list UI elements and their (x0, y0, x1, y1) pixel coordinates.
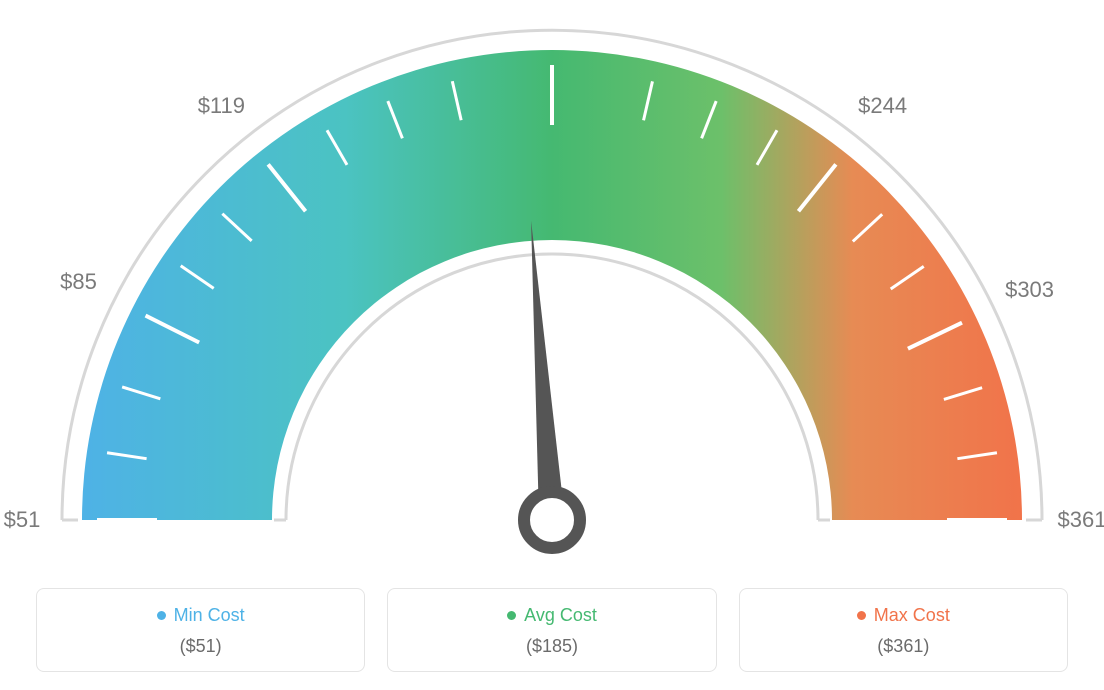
legend-card-min: Min Cost ($51) (36, 588, 365, 672)
legend-title-avg: Avg Cost (507, 605, 597, 626)
gauge-tick-label: $303 (1005, 277, 1054, 303)
gauge-tick-label: $185 (528, 0, 577, 3)
legend-title-max-text: Max Cost (874, 605, 950, 626)
legend-value-max: ($361) (750, 636, 1057, 657)
legend-title-min-text: Min Cost (174, 605, 245, 626)
gauge-tick-label: $361 (1058, 507, 1104, 533)
legend-card-max: Max Cost ($361) (739, 588, 1068, 672)
gauge-chart: $51 $85 $119 $185 $244 $303 $361 (0, 0, 1104, 560)
dot-max (857, 611, 866, 620)
gauge-tick-label: $244 (858, 93, 907, 119)
gauge-tick-label: $85 (60, 269, 97, 295)
legend-title-avg-text: Avg Cost (524, 605, 597, 626)
legend-value-min: ($51) (47, 636, 354, 657)
legend-title-max: Max Cost (857, 605, 950, 626)
dot-avg (507, 611, 516, 620)
gauge-tick-label: $51 (4, 507, 41, 533)
legend-title-min: Min Cost (157, 605, 245, 626)
legend-card-avg: Avg Cost ($185) (387, 588, 716, 672)
legend-row: Min Cost ($51) Avg Cost ($185) Max Cost … (36, 588, 1068, 672)
gauge-svg (0, 0, 1104, 560)
legend-value-avg: ($185) (398, 636, 705, 657)
dot-min (157, 611, 166, 620)
gauge-tick-label: $119 (198, 93, 245, 119)
